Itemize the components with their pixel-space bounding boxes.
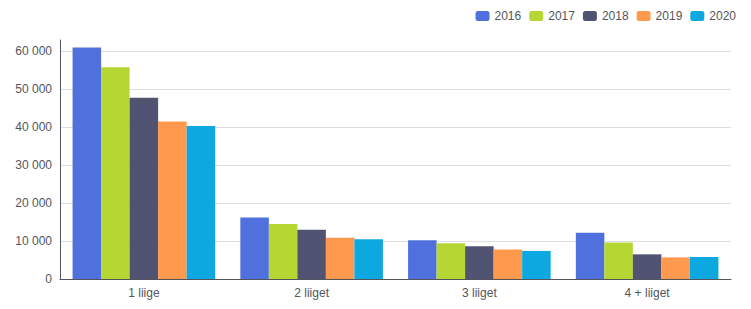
svg-text:60 000: 60 000 xyxy=(15,44,52,58)
svg-text:2018: 2018 xyxy=(602,9,629,23)
svg-text:30 000: 30 000 xyxy=(15,158,52,172)
svg-text:10 000: 10 000 xyxy=(15,234,52,248)
svg-text:2019: 2019 xyxy=(656,9,683,23)
svg-text:2017: 2017 xyxy=(548,9,575,23)
svg-text:4 + liiget: 4 + liiget xyxy=(625,286,671,300)
svg-text:2020: 2020 xyxy=(709,9,736,23)
svg-text:40 000: 40 000 xyxy=(15,120,52,134)
svg-text:0: 0 xyxy=(45,272,52,286)
svg-text:2016: 2016 xyxy=(495,9,522,23)
svg-text:3 liiget: 3 liiget xyxy=(462,286,497,300)
svg-text:20 000: 20 000 xyxy=(15,196,52,210)
svg-text:50 000: 50 000 xyxy=(15,82,52,96)
svg-text:2 liiget: 2 liiget xyxy=(294,286,329,300)
svg-text:1 liige: 1 liige xyxy=(128,286,160,300)
